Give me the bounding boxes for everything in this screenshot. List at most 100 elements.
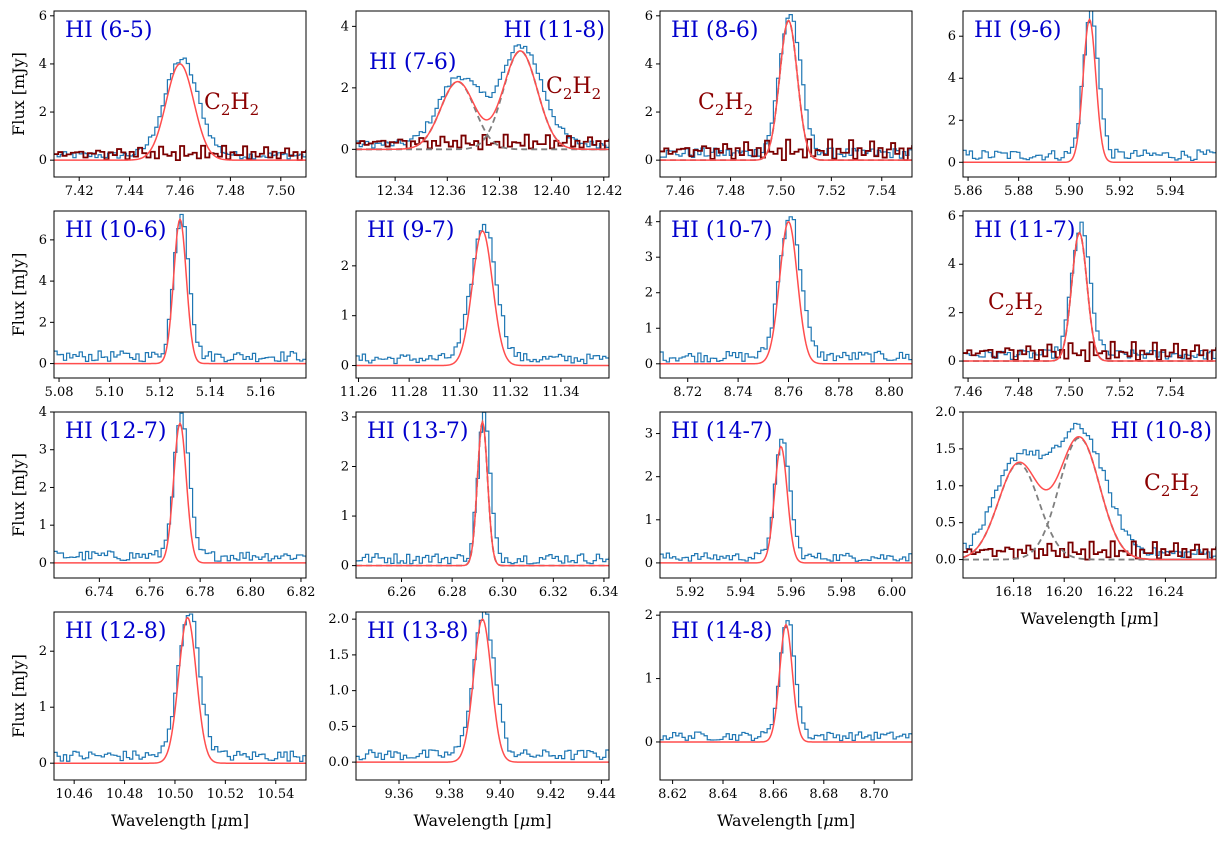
y-tick-label: 1.0	[935, 479, 956, 494]
y-tick-label: 1	[39, 700, 47, 715]
line-label: HI (14-7)	[671, 419, 772, 444]
axes-frame	[962, 10, 1217, 178]
x-tick-label: 7.48	[216, 184, 245, 199]
y-axis-label: Flux [mJy]	[9, 253, 28, 337]
line-label: HI (8-6)	[671, 18, 758, 43]
x-tick-label: 10.50	[156, 787, 193, 802]
axes-frame	[659, 411, 913, 579]
line-label: HI (10-7)	[671, 218, 772, 243]
plot-area	[54, 412, 306, 564]
model-fit-series	[356, 618, 609, 763]
y-tick-label: 0	[39, 756, 47, 771]
x-tick-label: 7.44	[115, 184, 144, 199]
x-tick-label: 9.36	[385, 787, 414, 802]
plot-area	[963, 422, 1216, 561]
y-tick-label: 2	[645, 470, 653, 485]
observed-spectrum-series	[54, 613, 306, 762]
y-tick-label: 1	[645, 672, 653, 687]
y-tick-label: 4	[39, 57, 47, 72]
line-label: HI (13-8)	[367, 619, 468, 644]
plot-area	[963, 221, 1216, 362]
x-tick-label: 16.18	[995, 585, 1032, 600]
y-tick-label: 3	[39, 443, 47, 458]
x-tick-label: 6.32	[539, 585, 568, 600]
y-tick-label: 6	[948, 209, 956, 224]
y-tick-label: 1	[39, 518, 47, 533]
axes-frame	[659, 611, 913, 781]
y-tick-label: 0.5	[328, 719, 349, 734]
x-tick-label: 10.46	[56, 787, 93, 802]
panel: 16.18 16.20 16.22 16.24 0.0 0.5 1.0 1.5 2.0 HI (1…	[935, 405, 1217, 628]
x-tick-label: 6.78	[186, 585, 215, 600]
x-axis-label: Wavelength [μm]	[111, 811, 249, 830]
x-tick-label: 5.88	[1004, 184, 1033, 199]
y-tick-label: 0	[39, 357, 47, 372]
x-tick-label: 7.50	[266, 184, 295, 199]
x-tick-label: 5.94	[726, 585, 755, 600]
observed-spectrum-series	[963, 221, 1216, 360]
x-tick-label: 8.62	[658, 787, 687, 802]
plot-area	[660, 620, 912, 743]
x-tick-label: 16.20	[1046, 585, 1083, 600]
x-tick-label: 7.52	[817, 184, 846, 199]
panel: 7.46 7.48 7.50 7.52 7.54 0 2 4 6 HI (11-7) C2H2	[948, 209, 1217, 400]
x-tick-label: 5.12	[145, 385, 174, 400]
line-label: HI (9-7)	[367, 218, 454, 243]
observed-spectrum-series	[963, 11, 1216, 162]
y-tick-label: 1.0	[328, 684, 349, 699]
y-tick-label: 0	[341, 559, 349, 574]
line-label: HI (14-8)	[671, 619, 772, 644]
y-axis-label: Flux [mJy]	[9, 453, 28, 537]
x-axis-label: Wavelength [μm]	[413, 811, 551, 830]
axes-frame	[53, 611, 307, 781]
x-tick-label: 7.46	[954, 385, 983, 400]
observed-spectrum-series	[660, 438, 912, 562]
axes-frame	[355, 611, 610, 781]
x-tick-label: 12.38	[481, 184, 518, 199]
axes-frame	[355, 10, 610, 178]
panel: 7.42 7.44 7.46 7.48 7.50 0 2 4 6 HI (6-5) C2H2 Flux…	[9, 9, 307, 199]
line-label: HI (10-8)	[1111, 419, 1212, 444]
y-tick-label: 2	[341, 259, 349, 274]
y-tick-label: 1	[341, 509, 349, 524]
panel: 10.46 10.48 10.50 10.52 10.54 0 1 2 HI (12-8) Flu…	[9, 611, 307, 830]
y-tick-label: 3	[645, 250, 653, 265]
line-label: HI (11-8)	[504, 18, 605, 43]
y-tick-label: 2	[39, 315, 47, 330]
x-tick-label: 10.48	[106, 787, 143, 802]
y-tick-label: 0	[341, 142, 349, 157]
x-tick-label: 9.44	[587, 787, 616, 802]
axes-frame	[355, 210, 610, 379]
y-tick-label: 0	[948, 354, 956, 369]
x-axis-label: Wavelength [μm]	[717, 811, 855, 830]
axes-frame	[659, 210, 913, 379]
model-fit-series	[356, 230, 609, 367]
x-tick-label: 7.46	[166, 184, 195, 199]
x-tick-label: 5.08	[45, 385, 74, 400]
c2h2-model-series	[54, 144, 306, 162]
x-tick-label: 8.78	[824, 385, 853, 400]
plot-area	[356, 44, 609, 151]
model-fit-series	[660, 19, 912, 161]
y-axis-label: Flux [mJy]	[9, 52, 28, 136]
model-fit-series	[356, 419, 609, 567]
line-label-secondary: HI (7-6)	[369, 50, 456, 75]
y-tick-label: 6	[645, 9, 653, 24]
plot-area	[660, 216, 912, 365]
x-tick-label: 8.70	[860, 787, 889, 802]
y-tick-label: 0	[39, 556, 47, 571]
plot-area	[54, 613, 306, 764]
c2h2-label: C2H2	[1144, 471, 1199, 500]
x-tick-label: 5.96	[777, 585, 806, 600]
y-tick-label: 1	[341, 309, 349, 324]
y-tick-label: 2	[39, 105, 47, 120]
panel: 6.74 6.76 6.78 6.80 6.82 0 1 2 3 4 HI (12-7) Flux […	[9, 405, 315, 600]
x-tick-label: 6.74	[85, 585, 114, 600]
x-tick-label: 6.00	[877, 585, 906, 600]
y-tick-label: 4	[39, 274, 47, 289]
line-label: HI (9-6)	[974, 18, 1061, 43]
y-tick-label: 2	[645, 105, 653, 120]
x-tick-label: 7.52	[1105, 385, 1134, 400]
x-tick-label: 5.90	[1055, 184, 1084, 199]
c2h2-model-series	[660, 138, 912, 162]
